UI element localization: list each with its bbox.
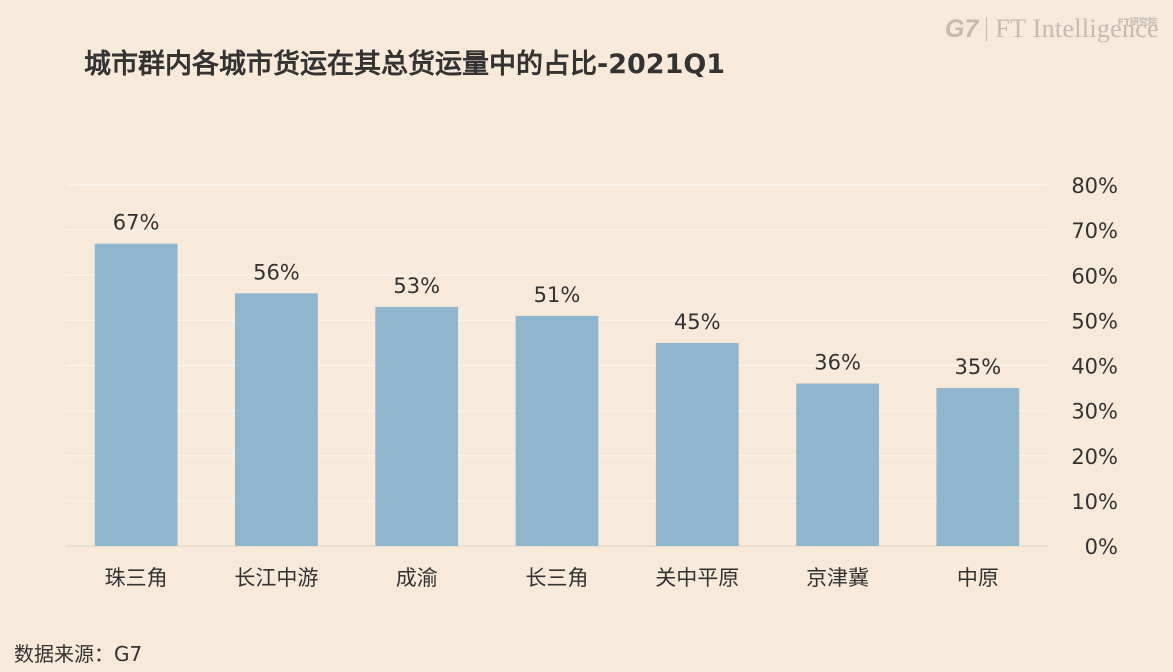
data-label: 36% [814,351,861,375]
x-tick-label: 中原 [957,566,999,590]
x-tick-label: 成渝 [396,566,438,590]
y-tick-label: 10% [1071,490,1118,514]
y-tick-label: 40% [1071,355,1118,379]
ft-intelligence-logo-text: FT Intelligence FT研究院 [995,14,1159,44]
data-label: 45% [674,310,721,334]
y-tick-label: 80% [1071,174,1118,198]
y-tick-label: 30% [1071,400,1118,424]
y-axis-ticks: 0% 10% 20% 30% 40% 50% 60% 70% 80% [1071,174,1118,559]
g7-logo-text: G7 [945,15,979,43]
bar [796,383,879,546]
x-tick-label: 长江中游 [234,566,318,590]
bar [375,306,459,546]
data-label: 67% [113,211,160,235]
bar [94,243,178,546]
x-tick-label: 关中平原 [655,566,739,590]
data-label: 51% [534,283,581,307]
data-label: 56% [253,260,300,284]
data-label: 35% [955,355,1002,379]
y-tick-label: 70% [1071,219,1118,243]
bar [936,388,1020,546]
bar [515,315,599,546]
bar [655,342,739,546]
x-tick-label: 京津冀 [806,566,869,590]
data-label: 53% [393,274,440,298]
source-note: 数据来源：G7 [14,642,143,666]
brand-logo: G7 FT Intelligence FT研究院 [945,14,1159,44]
logo-divider [986,17,988,41]
y-tick-label: 50% [1071,309,1118,333]
chart-title: 城市群内各城市货运在其总货运量中的占比-2021Q1 [84,49,726,80]
y-tick-label: 0% [1085,535,1118,559]
x-axis-ticks: 珠三角 长江中游 成渝 长三角 关中平原 京津冀 中原 [105,566,999,590]
bar [235,293,318,546]
y-tick-label: 60% [1071,264,1118,288]
ft-research-logo-cn: FT研究院 [1117,18,1157,28]
bars [94,243,1020,546]
data-labels: 67% 56% 53% 51% 45% 36% 35% [113,211,1001,379]
x-tick-label: 长三角 [526,566,589,590]
x-tick-label: 珠三角 [105,566,168,590]
y-tick-label: 20% [1071,445,1118,469]
